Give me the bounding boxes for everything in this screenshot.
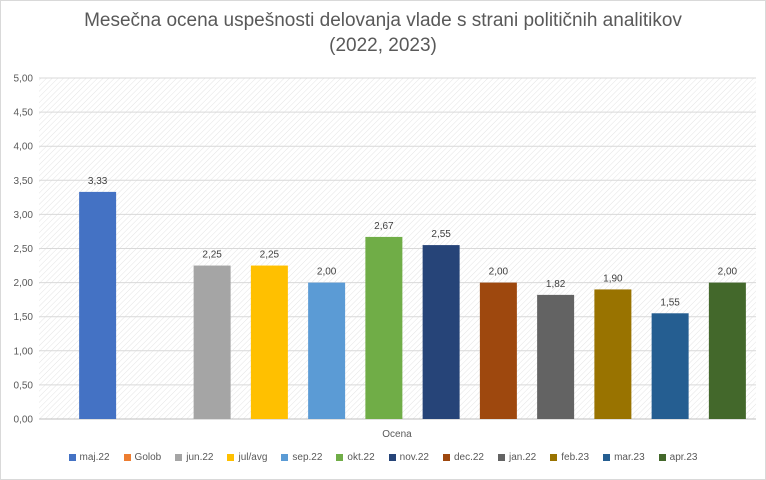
bar-jul-avg: [250, 265, 288, 419]
legend-swatch: [227, 454, 235, 461]
bars: [79, 191, 746, 419]
data-label: 2,67: [374, 221, 394, 232]
legend-swatch: [175, 454, 183, 461]
chart-title-text: Mesečna ocena uspešnosti delovanja vlade…: [84, 10, 682, 31]
bar-dec-22: [479, 282, 517, 419]
bar-nov-22: [422, 245, 460, 419]
data-label: 1,90: [603, 273, 623, 284]
legend-label: dec.22: [453, 452, 484, 463]
data-label: 3,33: [88, 176, 108, 187]
y-tick-label: 0,50: [14, 380, 34, 391]
legend-label: nov.22: [399, 452, 429, 463]
legend-label: jul/avg: [238, 452, 268, 463]
y-tick-label: 1,00: [14, 346, 34, 357]
legend-label: jun.22: [186, 452, 214, 463]
legend-swatch: [336, 454, 344, 461]
legend-item: dec.22: [442, 452, 484, 463]
bar-okt-22: [365, 236, 403, 419]
legend-item: jan.22: [498, 452, 536, 463]
legend-swatch: [498, 454, 505, 461]
bar-mar-23: [651, 313, 689, 419]
bar-maj-22: [79, 191, 117, 419]
legend-label: okt.22: [347, 452, 375, 463]
data-labels: 3,33 2,25 2,25 2,00 2,67 2,55 2,00 1,82 1,90 1,55…: [88, 176, 738, 308]
y-tick-label: 2,00: [14, 278, 34, 289]
bar-apr-23: [708, 282, 746, 419]
legend-swatch: [658, 454, 666, 461]
legend-label: Golob: [134, 452, 162, 463]
data-label: 1,55: [660, 297, 680, 308]
data-label: 2,25: [202, 250, 222, 261]
legend-item: okt.22: [336, 452, 375, 463]
y-tick-label: 0,00: [14, 415, 34, 426]
data-label: 2,25: [260, 250, 280, 261]
legend-item: maj.22: [68, 452, 110, 463]
y-tick-label: 1,50: [14, 312, 34, 323]
legend-swatch: [388, 454, 396, 461]
y-tick-label: 2,50: [14, 244, 34, 255]
y-axis-tick-labels: 0,00 0,50 1,00 1,50 2,00 2,50 3,00 3,50 4,00 4,50…: [14, 74, 34, 426]
legend-swatch: [603, 454, 611, 461]
legend: maj.22 Golob jun.22 jul/avg sep.22 okt.22 nov.…: [0, 452, 766, 463]
chart-subtitle-text: (2022, 2023): [329, 35, 437, 56]
y-tick-label: 5,00: [14, 74, 34, 85]
legend-item: jun.22: [175, 452, 213, 463]
data-label: 2,00: [718, 267, 738, 278]
data-label: 1,82: [546, 279, 566, 290]
legend-swatch: [442, 454, 450, 461]
legend-item: sep.22: [281, 452, 322, 463]
y-tick-label: 3,00: [14, 210, 34, 221]
legend-swatch: [123, 454, 131, 461]
legend-item: apr.23: [658, 452, 698, 463]
bar-feb-23: [594, 289, 632, 419]
y-tick-label: 3,50: [14, 176, 34, 187]
chart-title: Mesečna ocena uspešnosti delovanja vlade…: [0, 8, 766, 58]
legend-label: apr.23: [669, 452, 698, 463]
legend-label: mar.23: [614, 452, 645, 463]
legend-swatch: [281, 454, 289, 461]
legend-item: Golob: [123, 452, 162, 463]
x-axis-title: Ocena: [382, 429, 412, 440]
bar-jun-22: [193, 265, 231, 419]
legend-swatch: [68, 454, 76, 461]
data-label: 2,55: [431, 229, 451, 240]
legend-label: feb.23: [561, 452, 590, 463]
legend-swatch: [550, 454, 558, 461]
bar-jan-22: [537, 294, 575, 419]
y-tick-label: 4,00: [14, 142, 34, 153]
bar-sep-22: [308, 282, 346, 419]
legend-label: sep.22: [292, 452, 323, 463]
legend-item: mar.23: [603, 452, 645, 463]
legend-label: jan.22: [509, 452, 537, 463]
data-label: 2,00: [317, 267, 337, 278]
y-tick-label: 4,50: [14, 108, 34, 119]
data-label: 2,00: [489, 267, 509, 278]
legend-label: maj.22: [79, 452, 110, 463]
legend-item: nov.22: [388, 452, 429, 463]
legend-item: jul/avg: [227, 452, 267, 463]
legend-item: feb.23: [550, 452, 589, 463]
